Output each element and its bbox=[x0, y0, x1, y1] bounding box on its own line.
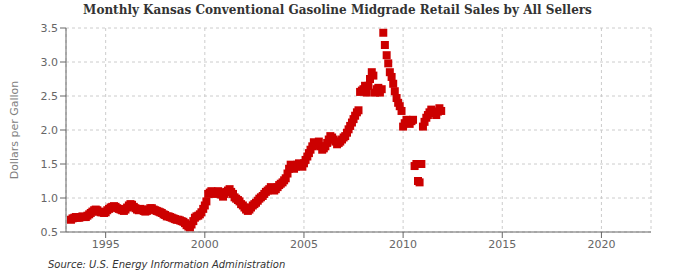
svg-text:3.0: 3.0 bbox=[41, 56, 59, 69]
svg-text:2005: 2005 bbox=[290, 238, 318, 251]
svg-text:3.5: 3.5 bbox=[41, 22, 59, 35]
html-text:Source: U.S. Energy Informatio: Source: U.S. Energy Information Administ… bbox=[48, 259, 286, 270]
svg-text:2015: 2015 bbox=[488, 238, 516, 251]
svg-text:1995: 1995 bbox=[92, 238, 120, 251]
svg-text:Dollars per Gallon: Dollars per Gallon bbox=[8, 81, 21, 180]
svg-text:2.5: 2.5 bbox=[41, 90, 59, 103]
svg-text:2010: 2010 bbox=[389, 238, 417, 251]
svg-text:2020: 2020 bbox=[587, 238, 615, 251]
svg-text:2000: 2000 bbox=[191, 238, 219, 251]
svg-text:1.5: 1.5 bbox=[41, 158, 59, 171]
svg-text:0.5: 0.5 bbox=[41, 226, 59, 239]
svg-text:2.0: 2.0 bbox=[41, 124, 59, 137]
html-text:Monthly Kansas Conventional Ga: Monthly Kansas Conventional Gasoline Mid… bbox=[83, 3, 592, 17]
svg-text:1.0: 1.0 bbox=[41, 192, 59, 205]
